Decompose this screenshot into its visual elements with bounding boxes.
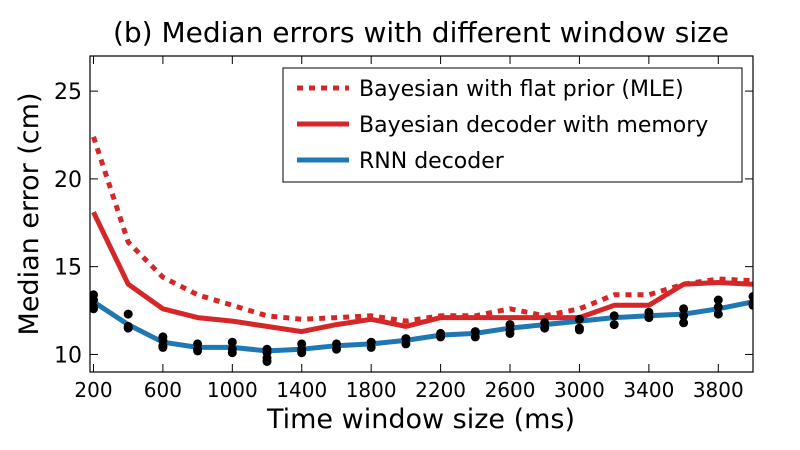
y-axis-label: Median error (cm): [14, 93, 45, 336]
scatter-layer: [90, 290, 753, 366]
scatter-point: [90, 304, 98, 314]
scatter-point: [748, 292, 753, 301]
scatter-point: [540, 323, 550, 333]
scatter-point: [90, 295, 98, 305]
y-tick-label: 25: [54, 80, 82, 105]
series-line-2: [91, 211, 753, 335]
scatter-point: [123, 309, 133, 319]
legend: Bayesian with flat prior (MLE) Bayesian d…: [282, 67, 743, 183]
scatter-point: [332, 344, 341, 354]
x-tick-label: 1000: [207, 378, 258, 402]
x-tick-label: 3800: [693, 378, 744, 402]
scatter-point: [609, 320, 619, 330]
x-tick-label: 600: [144, 378, 182, 402]
y-tick-label: 15: [54, 256, 82, 281]
x-tick-label: 200: [74, 378, 112, 402]
legend-label: Bayesian decoder with memory: [359, 113, 708, 138]
scatter-point: [505, 328, 515, 338]
scatter-point: [193, 346, 203, 356]
x-tick-label: 2600: [485, 378, 536, 402]
scatter-point: [679, 318, 689, 328]
scatter-point: [574, 314, 584, 324]
scatter-point: [227, 337, 237, 347]
scatter-point: [262, 357, 272, 366]
scatter-point: [713, 295, 723, 305]
x-tick-label: 3400: [623, 378, 674, 402]
x-tick-label: 2200: [415, 378, 466, 402]
series-layer: [91, 136, 753, 354]
y-tick-label: 20: [54, 168, 82, 193]
axis-layer: 200 600 1000 1400 1800 2200 2600 3000 3400 3800 10…: [54, 55, 754, 402]
legend-label: Bayesian with flat prior (MLE): [359, 77, 684, 102]
plot-frame: [89, 55, 754, 373]
scatter-point: [713, 309, 723, 319]
chart-title: (b) Median errors with different window …: [113, 16, 729, 49]
scatter-point: [123, 323, 133, 333]
scatter-point: [609, 311, 619, 321]
scatter-point: [470, 332, 480, 342]
x-tick-label: 1400: [276, 378, 327, 402]
series-line-3: [92, 299, 753, 354]
scatter-point: [436, 332, 446, 342]
scatter-point: [227, 348, 237, 358]
scatter-point: [401, 339, 411, 349]
legend-label: RNN decoder: [359, 149, 505, 174]
x-axis-label: Time window size (ms): [266, 404, 575, 435]
y-tick-label: 10: [54, 343, 82, 368]
x-tick-label: 3000: [554, 378, 605, 402]
scatter-point: [297, 348, 307, 358]
scatter-point: [574, 325, 584, 335]
x-tick-label: 1800: [346, 378, 397, 402]
scatter-point: [679, 311, 689, 321]
scatter-point: [644, 313, 654, 323]
scatter-point: [679, 304, 689, 314]
series-line-1: [91, 136, 753, 324]
scatter-point: [713, 302, 723, 312]
scatter-point: [748, 300, 753, 310]
legend-box: [282, 67, 743, 183]
scatter-point: [158, 342, 168, 352]
scatter-point: [366, 342, 376, 352]
